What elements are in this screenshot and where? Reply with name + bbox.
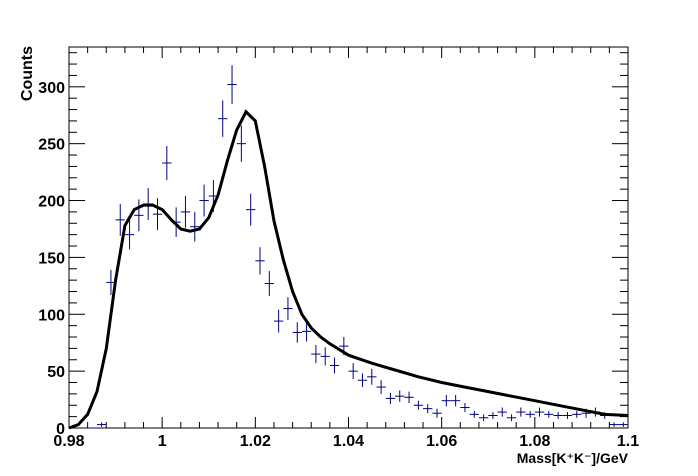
data-point bbox=[180, 195, 191, 228]
data-point bbox=[218, 100, 228, 137]
data-point bbox=[450, 395, 461, 407]
data-point bbox=[124, 219, 135, 250]
data-point bbox=[441, 395, 451, 407]
data-point bbox=[264, 271, 274, 297]
data-point bbox=[423, 404, 433, 414]
data-point bbox=[618, 422, 628, 427]
x-tick-label: 1.06 bbox=[426, 433, 457, 450]
data-point bbox=[329, 357, 340, 374]
data-point bbox=[506, 414, 517, 422]
data-point bbox=[348, 363, 358, 380]
data-point bbox=[236, 125, 247, 162]
data-point bbox=[320, 347, 330, 366]
y-tick-label: 50 bbox=[47, 364, 65, 381]
y-tick-label: 0 bbox=[56, 421, 65, 438]
data-point bbox=[301, 321, 312, 342]
fit-curve bbox=[68, 109, 629, 430]
data-point bbox=[96, 422, 107, 427]
data-point bbox=[432, 408, 442, 418]
y-tick-label: 150 bbox=[38, 250, 65, 267]
data-point bbox=[572, 410, 582, 418]
y-axis-label: Counts bbox=[19, 46, 36, 101]
data-point bbox=[609, 422, 619, 427]
data-point bbox=[199, 184, 209, 217]
axes: 0.98 1 1.02 1.04 1.06 1.08 1.1 0 50 100 150 200 250 3… bbox=[38, 46, 639, 450]
y-tick-label: 200 bbox=[38, 194, 65, 211]
data-point bbox=[283, 297, 293, 320]
data-point bbox=[357, 373, 368, 388]
data-point bbox=[413, 400, 424, 410]
data-point bbox=[404, 391, 414, 403]
data-point bbox=[544, 410, 554, 418]
data-point bbox=[292, 322, 302, 343]
data-point bbox=[497, 407, 507, 417]
data-point bbox=[385, 392, 396, 405]
x-tick-label: 1.04 bbox=[333, 433, 364, 450]
data-point bbox=[152, 198, 163, 231]
data-point bbox=[227, 65, 237, 104]
x-axis-label: Mass[K⁺K⁻]/GeV bbox=[517, 450, 629, 466]
data-point bbox=[376, 380, 386, 394]
y-tick-label: 300 bbox=[38, 80, 65, 97]
data-point bbox=[488, 412, 498, 419]
data-point bbox=[273, 309, 284, 333]
x-tick-label: 1.1 bbox=[617, 433, 639, 450]
data-point bbox=[553, 412, 563, 419]
data-point bbox=[562, 412, 573, 419]
data-point bbox=[395, 390, 405, 402]
x-tick-label: 1.08 bbox=[519, 433, 550, 450]
data-point bbox=[255, 247, 265, 275]
y-tick-label: 100 bbox=[38, 307, 65, 324]
data-point bbox=[246, 193, 256, 226]
x-tick-label: 0.98 bbox=[53, 433, 84, 450]
data-point bbox=[478, 414, 489, 422]
data-point bbox=[525, 410, 535, 418]
data-point bbox=[460, 402, 470, 413]
data-point bbox=[469, 410, 479, 418]
data-point bbox=[115, 203, 125, 236]
data-point bbox=[516, 407, 526, 417]
data-point bbox=[311, 344, 321, 364]
data-point bbox=[134, 199, 144, 232]
x-tick-label: 1.02 bbox=[240, 433, 271, 450]
data-point bbox=[534, 407, 545, 417]
x-tick-label: 1 bbox=[158, 433, 167, 450]
data-point bbox=[367, 368, 377, 385]
data-point bbox=[162, 145, 172, 181]
data-point bbox=[190, 211, 200, 242]
y-tick-label: 250 bbox=[38, 137, 65, 154]
